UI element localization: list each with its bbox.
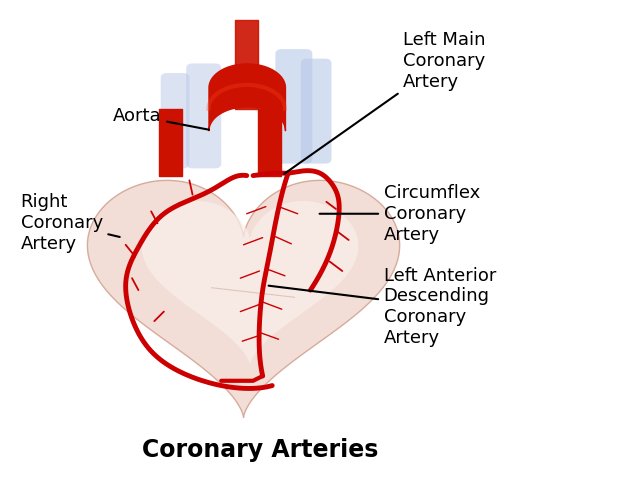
Text: Left Anterior
Descending
Coronary
Artery: Left Anterior Descending Coronary Artery	[269, 266, 496, 347]
Text: Right
Coronary
Artery: Right Coronary Artery	[20, 193, 120, 253]
FancyBboxPatch shape	[161, 73, 189, 168]
Text: Left Main
Coronary
Artery: Left Main Coronary Artery	[284, 31, 485, 174]
Text: Aorta: Aorta	[113, 107, 209, 130]
FancyBboxPatch shape	[275, 49, 312, 164]
Polygon shape	[141, 201, 358, 365]
Text: Circumflex
Coronary
Artery: Circumflex Coronary Artery	[319, 184, 480, 243]
FancyBboxPatch shape	[186, 63, 221, 168]
FancyBboxPatch shape	[301, 59, 332, 164]
Text: Coronary Arteries: Coronary Arteries	[141, 438, 378, 462]
Polygon shape	[88, 180, 399, 418]
